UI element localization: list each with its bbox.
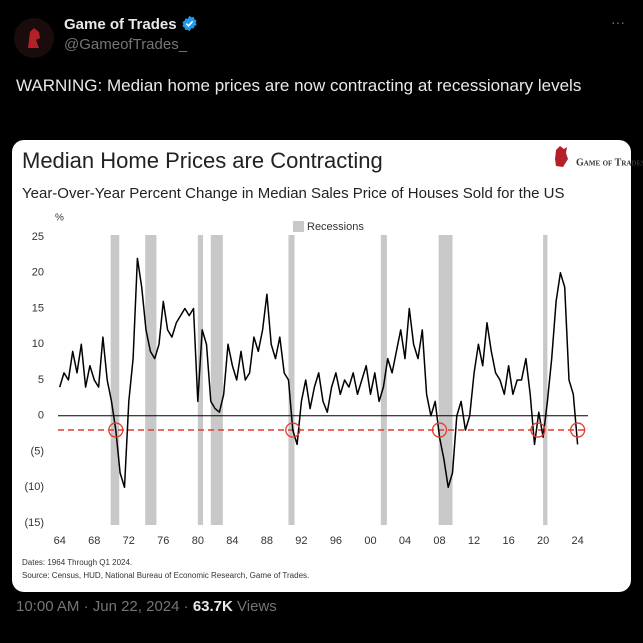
threshold-marker [431,422,448,438]
y-tick-label: 25 [32,231,44,243]
date[interactable]: Jun 22, 2024 [92,598,180,615]
x-tick-label: 80 [192,535,204,547]
x-tick-label: 04 [399,535,411,547]
chart-title: Median Home Prices are Contracting [22,148,383,173]
recession-band [110,235,120,525]
chart-subtitle: Year-Over-Year Percent Change in Median … [22,185,565,202]
y-tick-label: 5 [38,374,44,386]
legend-swatch [293,221,304,232]
tweet-footer: 10:00 AM · Jun 22, 2024 · 63.7K Views [16,598,277,615]
logo-text: Game of Trades [576,157,643,168]
threshold-marker [530,422,546,438]
x-tick-label: 12 [468,535,480,547]
x-tick-label: 76 [157,535,169,547]
x-tick-label: 00 [364,535,376,547]
x-tick-label: 64 [54,535,66,547]
verified-badge [182,15,197,32]
x-tick-label: 08 [433,535,445,547]
threshold-marker [285,422,301,438]
y-tick-label: (5) [31,445,44,457]
chart: Median Home Prices are Contracting Year-… [12,140,643,592]
more-button[interactable]: ··· [611,14,625,30]
y-axis-label: % [55,213,64,224]
x-tick-label: 72 [123,535,135,547]
views-count: 63.7K [192,598,233,615]
x-tick-label: 24 [572,535,584,547]
tweet-text: WARNING: Median home prices are now cont… [16,76,582,95]
time[interactable]: 10:00 AM [16,598,80,615]
threshold-marker [108,422,124,438]
x-tick-label: 68 [88,535,100,547]
x-tick-label: 88 [261,535,273,547]
recession-band [210,235,223,525]
x-tick-label: 84 [226,535,238,547]
legend-label: Recessions [307,221,364,233]
separator: · [83,598,89,615]
x-tick-label: 96 [330,535,342,547]
author-handle[interactable]: @GameofTrades_ [64,36,188,53]
recession-band [197,235,204,525]
recession-band [288,235,295,525]
chart-note: Dates: 1964 Through Q1 2024. [22,558,132,567]
y-tick-label: 10 [32,338,44,350]
data-line [58,257,579,489]
avatar[interactable] [14,18,54,58]
author-name[interactable]: Game of Trades [64,15,198,33]
y-tick-label: 15 [32,302,44,314]
logo-icon [555,146,568,167]
recession-band [543,235,548,525]
views-label: Views [237,598,277,615]
y-tick-label: (15) [24,517,44,529]
author-name-text: Game of Trades [64,16,177,33]
y-tick-label: 20 [32,267,44,279]
y-tick-label: 0 [38,410,44,422]
x-tick-label: 20 [537,535,549,547]
chart-note: Source: Census, HUD, National Bureau of … [22,571,309,580]
x-tick-label: 92 [295,535,307,547]
x-tick-label: 16 [502,535,514,547]
chart-card [12,140,631,592]
threshold-marker [569,422,586,438]
y-tick-label: (10) [24,481,44,493]
recession-band [145,235,157,525]
separator: · [183,598,189,615]
